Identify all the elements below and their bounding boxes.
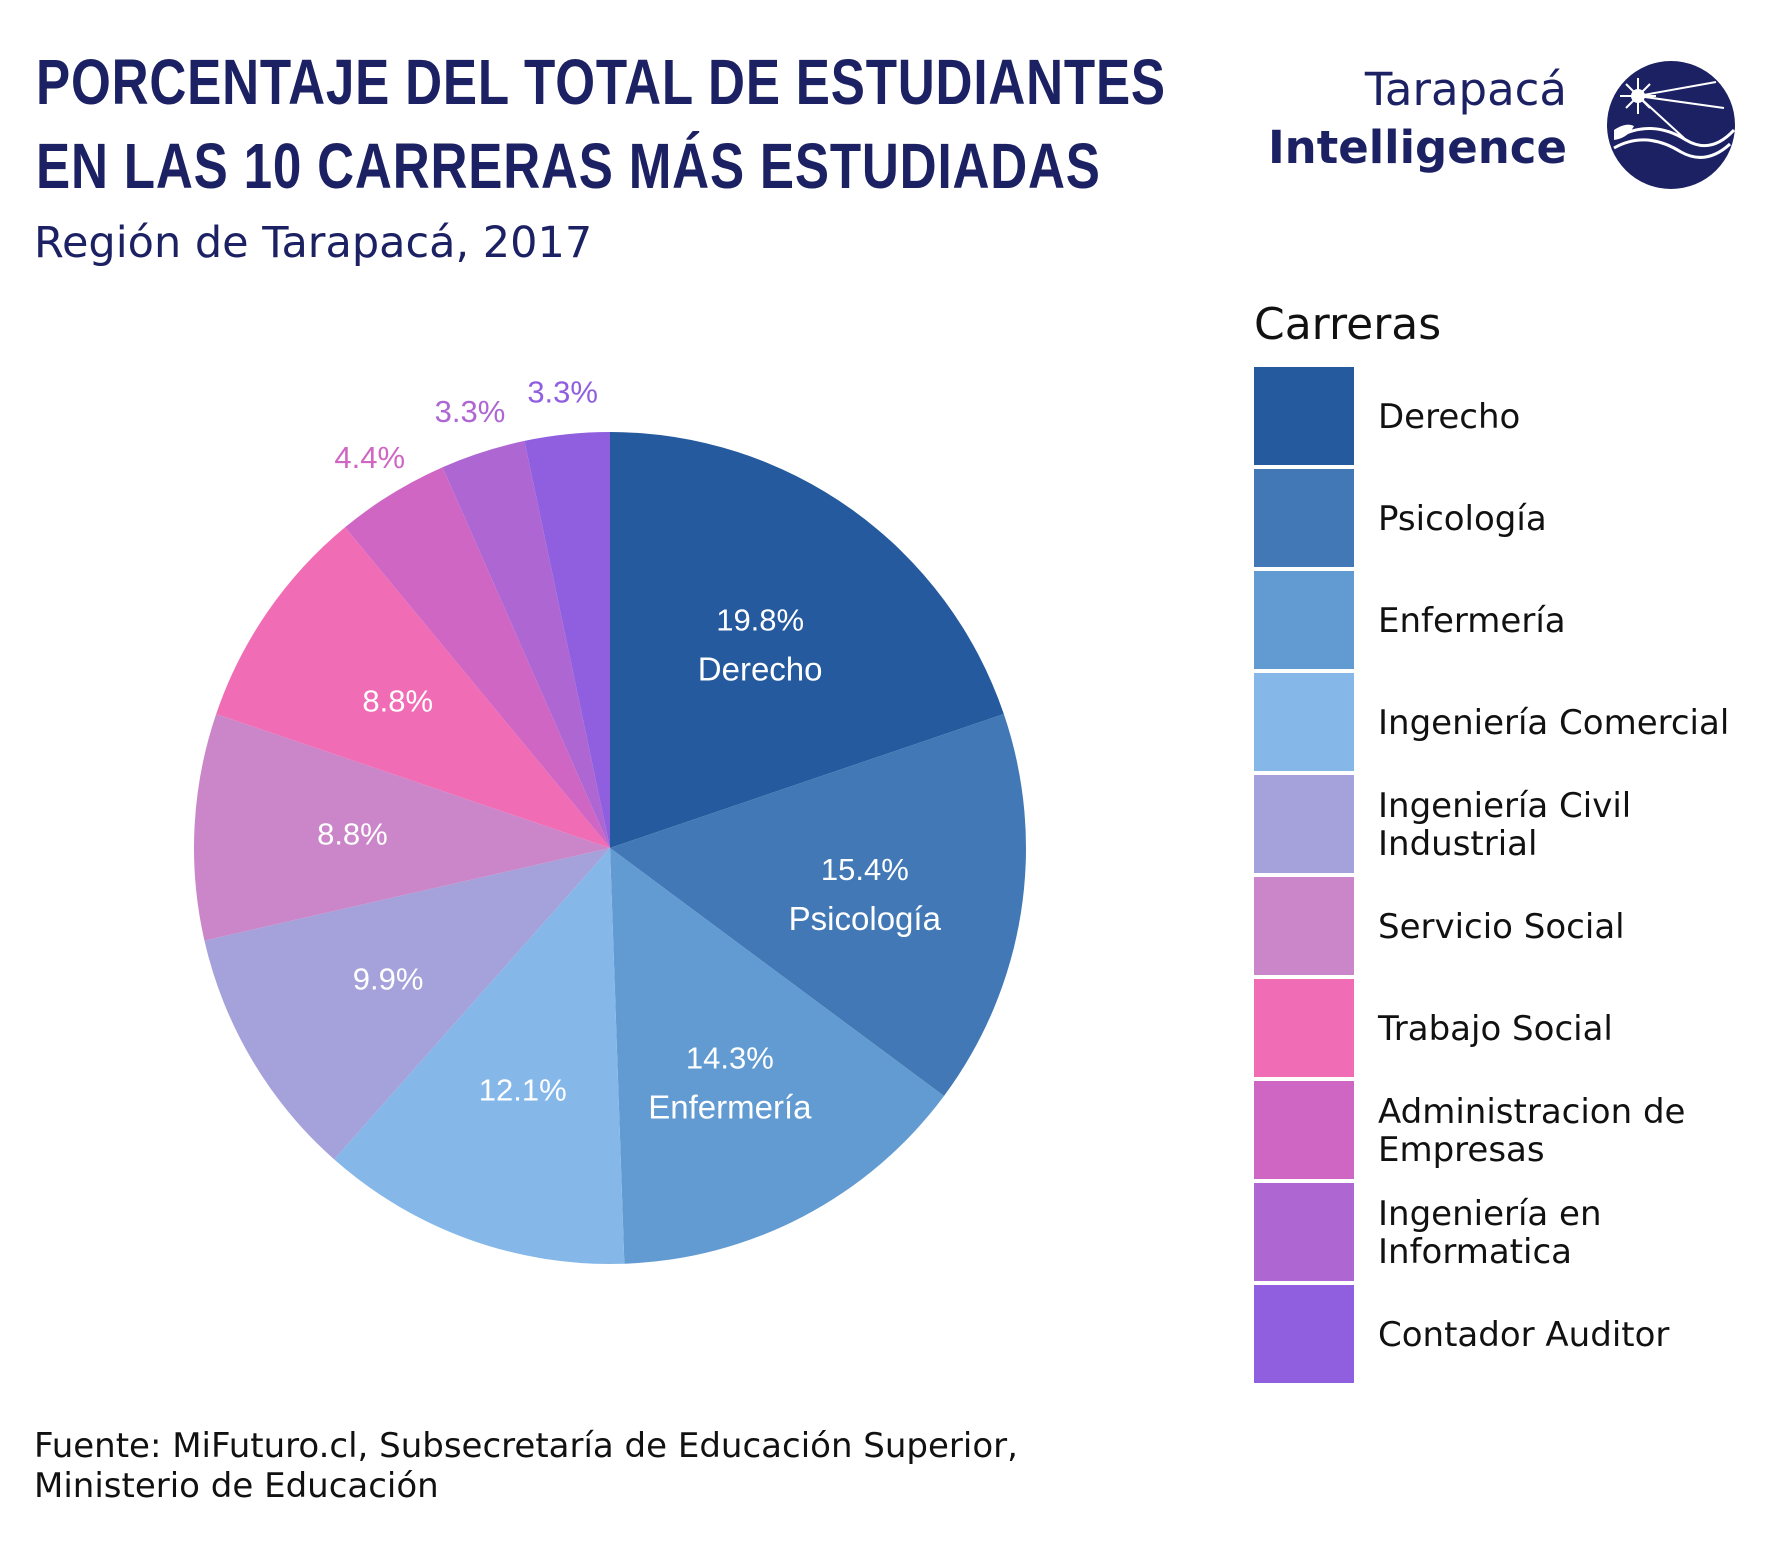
legend-swatch bbox=[1254, 1081, 1354, 1181]
legend-label: Derecho bbox=[1378, 397, 1521, 437]
legend-swatch bbox=[1254, 979, 1354, 1079]
legend-swatch bbox=[1254, 367, 1354, 467]
legend-item-ingenieria-civil-industrial: Ingeniería Civil Industrial bbox=[1254, 774, 1748, 876]
pie-slice-administracion-de-empresas bbox=[345, 467, 610, 848]
pie-chart: 19.8% Derecho 15.4% Psicología 14.3% Enfermer… bbox=[193, 374, 1026, 1264]
legend-label: Ingeniería Civil Industrial bbox=[1378, 786, 1632, 864]
slice-name-derecho: Derecho bbox=[698, 650, 823, 687]
legend-title: Carreras bbox=[1254, 299, 1442, 350]
pie-slice-derecho bbox=[610, 432, 1004, 848]
data-label-enfermeria: 14.3% bbox=[686, 1040, 774, 1075]
slice-name-psicologia: Psicología bbox=[789, 900, 942, 937]
data-label-ingenieria-comercial: 12.1% bbox=[479, 1073, 567, 1108]
pie-slice-ingenieria-comercial bbox=[334, 848, 625, 1264]
legend-label: Ingeniería en Informatica bbox=[1378, 1194, 1602, 1272]
legend-swatch bbox=[1254, 877, 1354, 977]
data-label-ingenieria-en-informatica: 3.3% bbox=[435, 394, 506, 429]
pie-slice-trabajo-social bbox=[216, 527, 610, 848]
data-label-ingenieria-civil-industrial: 9.9% bbox=[353, 962, 424, 997]
legend-item-servicio-social: Servicio Social bbox=[1254, 876, 1748, 978]
legend-item-enfermeria: Enfermería bbox=[1254, 570, 1748, 672]
legend-swatch bbox=[1254, 673, 1354, 773]
legend-label: Trabajo Social bbox=[1378, 1009, 1613, 1049]
source-line-1: Fuente: MiFuturo.cl, Subsecretaría de Ed… bbox=[34, 1426, 1018, 1466]
pie-slice-enfermeria bbox=[610, 848, 945, 1264]
legend-label: Contador Auditor bbox=[1378, 1315, 1670, 1355]
legend-label: Ingeniería Comercial bbox=[1378, 703, 1730, 743]
source-note: Fuente: MiFuturo.cl, Subsecretaría de Ed… bbox=[34, 1426, 1018, 1506]
legend-swatch bbox=[1254, 1285, 1354, 1385]
legend-swatch bbox=[1254, 469, 1354, 569]
legend-swatch bbox=[1254, 1183, 1354, 1283]
data-label-psicologia: 15.4% bbox=[821, 852, 909, 887]
legend-label: Psicología bbox=[1378, 499, 1547, 539]
source-line-2: Ministerio de Educación bbox=[34, 1466, 439, 1506]
legend-swatch bbox=[1254, 775, 1354, 875]
data-label-servicio-social: 8.8% bbox=[317, 817, 388, 852]
data-label-administracion-de-empresas: 4.4% bbox=[334, 440, 405, 475]
legend-item-ingenieria-en-informatica: Ingeniería en Informatica bbox=[1254, 1182, 1748, 1284]
legend-label: Servicio Social bbox=[1378, 907, 1625, 947]
logo-line-2: Intelligence bbox=[1267, 121, 1567, 174]
data-label-trabajo-social: 8.8% bbox=[362, 683, 433, 718]
pie-slice-ingenieria-civil-industrial bbox=[204, 848, 610, 1160]
pie-slice-contador-auditor bbox=[524, 432, 610, 848]
slice-name-enfermeria: Enfermería bbox=[648, 1088, 812, 1125]
legend-label: Enfermería bbox=[1378, 601, 1566, 641]
chart-subtitle: Región de Tarapacá, 2017 bbox=[34, 218, 593, 268]
legend-swatch bbox=[1254, 571, 1354, 671]
legend-item-psicologia: Psicología bbox=[1254, 468, 1748, 570]
data-label-contador-auditor: 3.3% bbox=[527, 374, 598, 409]
legend-item-trabajo-social: Trabajo Social bbox=[1254, 978, 1748, 1080]
pie-slice-psicologia bbox=[610, 713, 1026, 1096]
legend-item-ingenieria-comercial: Ingeniería Comercial bbox=[1254, 672, 1748, 774]
logo-emblem-icon bbox=[1607, 61, 1736, 189]
logo: Tarapacá Intelligence bbox=[1268, 60, 1567, 176]
pie-slice-ingenieria-en-informatica bbox=[442, 440, 610, 848]
legend-label: Administracion de Empresas bbox=[1378, 1092, 1686, 1170]
pie-slice-servicio-social bbox=[193, 713, 610, 941]
legend-item-derecho: Derecho bbox=[1254, 366, 1748, 468]
data-label-derecho: 19.8% bbox=[716, 602, 804, 637]
legend-item-administracion-de-empresas: Administracion de Empresas bbox=[1254, 1080, 1748, 1182]
legend: Carreras Derecho Psicología Enfermería Inge… bbox=[1254, 300, 1748, 1386]
legend-item-contador-auditor: Contador Auditor bbox=[1254, 1284, 1748, 1386]
logo-line-1: Tarapacá bbox=[1364, 63, 1567, 116]
